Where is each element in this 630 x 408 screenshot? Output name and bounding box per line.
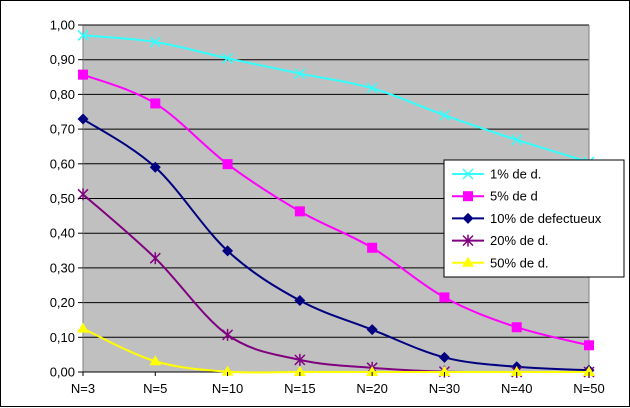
- y-tick-label: 0,60: [50, 156, 75, 171]
- y-tick-label: 0,00: [50, 365, 75, 380]
- data-point: [78, 69, 88, 80]
- series-line: [82, 34, 590, 164]
- data-point: [222, 159, 233, 170]
- data-point: [294, 68, 306, 80]
- data-point: [150, 98, 161, 109]
- legend: 1% de d. 5% de d 10% de defectueux 20% de d…: [443, 159, 625, 278]
- y-tick-label: 0,80: [50, 87, 75, 102]
- legend-label: 10% de defectueux: [490, 211, 602, 226]
- data-point: [294, 206, 305, 217]
- legend-entry: 1% de d.: [452, 167, 541, 182]
- series-2: [78, 69, 594, 351]
- y-tick-label: 0,10: [50, 330, 75, 345]
- legend-entry: 5% de d: [452, 189, 538, 204]
- data-point: [366, 366, 379, 376]
- data-point: [583, 366, 595, 376]
- data-point: [366, 324, 378, 336]
- legend-marker: [462, 234, 474, 247]
- data-point: [149, 252, 161, 265]
- data-point: [222, 245, 234, 257]
- series-1: [77, 29, 595, 168]
- data-point: [221, 365, 234, 376]
- x-tick-label: N=40: [501, 381, 532, 396]
- data-point: [77, 29, 89, 41]
- x-tick-label: N=20: [356, 381, 387, 396]
- series-5: [77, 322, 595, 376]
- data-point: [294, 353, 306, 366]
- legend-label: 5% de d: [490, 189, 538, 204]
- legend-label: 20% de d.: [490, 233, 549, 248]
- data-point: [511, 322, 522, 333]
- data-point: [439, 292, 450, 303]
- y-tick-label: 0,20: [50, 295, 75, 310]
- x-tick-label: N=50: [573, 381, 604, 396]
- data-point: [294, 295, 306, 307]
- series-line: [82, 73, 590, 347]
- legend-label: 50% de d.: [490, 255, 549, 270]
- legend-marker: [462, 168, 474, 180]
- data-point: [149, 355, 162, 366]
- data-point: [511, 134, 523, 146]
- data-point: [293, 366, 306, 376]
- series-line: [82, 327, 589, 374]
- legend-entry: 20% de d.: [452, 233, 549, 248]
- legend-entry: 50% de d.: [452, 255, 549, 270]
- y-tick-label: 0,90: [50, 52, 75, 67]
- x-tick-label: N=3: [71, 381, 95, 396]
- y-tick-label: 1,00: [50, 18, 75, 33]
- y-axis-ticks: 0,00 0,10 0,20 0,30 0,40 0,50 0,60 0,70 0,80 0,90…: [50, 18, 83, 380]
- y-tick-label: 0,70: [50, 122, 75, 137]
- data-point: [438, 366, 451, 376]
- data-point: [510, 366, 523, 376]
- y-tick-label: 0,40: [50, 226, 75, 241]
- x-tick-label: N=10: [212, 381, 243, 396]
- data-point: [149, 36, 161, 48]
- y-tick-label: 0,30: [50, 260, 75, 275]
- data-point: [222, 52, 234, 64]
- y-tick-label: 0,50: [50, 191, 75, 206]
- data-point: [584, 340, 594, 351]
- x-axis-ticks: N=3 N=5 N=10 N=15 N=20 N=30 N=40 N=50: [71, 372, 605, 396]
- gridlines: [83, 24, 589, 338]
- data-point: [366, 82, 378, 94]
- data-point: [222, 328, 234, 341]
- x-tick-label: N=5: [143, 381, 167, 396]
- x-tick-label: N=30: [429, 381, 460, 396]
- data-point: [77, 322, 89, 333]
- legend-marker: [462, 212, 474, 224]
- data-point: [149, 161, 161, 173]
- data-point: [438, 109, 450, 121]
- legend-marker: [462, 256, 474, 267]
- series-line: [82, 118, 590, 372]
- data-point: [367, 242, 378, 253]
- data-point: [438, 351, 450, 363]
- legend-label: 1% de d.: [490, 167, 541, 182]
- legend-entry: 10% de defectueux: [452, 211, 602, 226]
- legend-marker: [463, 191, 473, 202]
- x-tick-label: N=15: [284, 381, 315, 396]
- data-point: [77, 113, 89, 125]
